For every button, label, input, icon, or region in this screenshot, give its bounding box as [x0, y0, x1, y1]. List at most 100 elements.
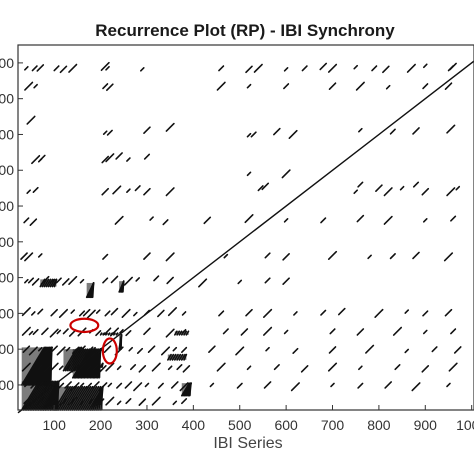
recurrence-point [218, 310, 225, 317]
recurrence-point [78, 345, 86, 353]
recurrence-point [24, 278, 29, 284]
recurrence-point [356, 328, 365, 336]
recurrence-cluster [118, 280, 125, 293]
recurrence-point [114, 215, 124, 225]
recurrence-point [31, 278, 40, 286]
recurrence-point [404, 309, 410, 314]
recurrence-point [21, 307, 31, 317]
recurrence-point [328, 346, 337, 354]
recurrence-point [399, 185, 405, 191]
recurrence-point [79, 400, 85, 406]
recurrence-point [246, 171, 252, 177]
recurrence-point [72, 347, 79, 355]
recurrence-point [24, 81, 34, 91]
recurrence-point [33, 83, 38, 89]
recurrence-point [392, 326, 403, 336]
recurrence-point [64, 381, 72, 389]
recurrence-point [30, 382, 37, 389]
x-tick-label: 200 [89, 417, 113, 433]
highlight-ellipse [69, 317, 100, 334]
recurrence-point [246, 132, 252, 138]
recurrence-point [448, 362, 458, 372]
recurrence-point [358, 365, 363, 371]
recurrence-point [112, 185, 122, 195]
recurrence-point [446, 187, 456, 197]
y-tick-label: 200 [0, 341, 14, 357]
recurrence-point [32, 328, 39, 336]
recurrence-point [35, 396, 45, 406]
recurrence-point [411, 382, 421, 392]
recurrence-point [59, 398, 68, 406]
recurrence-point [301, 65, 308, 72]
recurrence-point [450, 215, 457, 222]
recurrence-point [273, 127, 281, 136]
recurrence-point [37, 346, 43, 352]
recurrence-point [125, 398, 132, 405]
recurrence-point [449, 62, 457, 71]
recurrence-point [101, 187, 110, 196]
recurrence-point [138, 398, 147, 406]
recurrence-point [281, 169, 291, 179]
recurrence-point [106, 83, 114, 92]
recurrence-point [24, 382, 29, 388]
recurrence-point [58, 365, 64, 371]
recurrence-point [160, 346, 171, 356]
plot-frame [17, 44, 474, 411]
recurrence-point [263, 381, 272, 389]
recurrence-point [29, 218, 38, 226]
x-axis-ticks: 100 200 300 400 500 600 700 800 900 1000 [43, 405, 474, 433]
recurrence-point [385, 84, 391, 90]
recurrence-point [455, 185, 461, 191]
recurrence-point [240, 328, 249, 336]
recurrence-point [357, 181, 364, 188]
recurrence-point [110, 307, 119, 316]
recurrence-point [181, 346, 188, 353]
recurrence-point [283, 218, 289, 223]
recurrence-point [153, 275, 160, 282]
recurrence-point [134, 185, 141, 192]
recurrence-point [450, 328, 457, 335]
recurrence-point [31, 365, 36, 371]
recurrence-point [143, 252, 151, 260]
recurrence-point [126, 157, 131, 162]
recurrence-point [292, 347, 299, 355]
cluster-fill [119, 334, 122, 350]
recurrence-cluster [99, 362, 104, 368]
recurrence-point [218, 65, 225, 72]
recurrence-point [124, 381, 133, 389]
recurrence-point [27, 277, 35, 284]
recurrence-point [453, 346, 462, 354]
recurrence-point [28, 346, 38, 356]
recurrence-point [36, 64, 45, 72]
recurrence-point [389, 253, 396, 260]
recurrence-point [140, 67, 145, 72]
recurrence-point [151, 362, 161, 372]
recurrence-point [65, 346, 71, 352]
recurrence-point [24, 252, 34, 262]
recurrence-point [165, 328, 175, 338]
recurrence-point [353, 189, 359, 195]
recurrence-point [53, 65, 60, 72]
recurrence-cluster [99, 332, 120, 336]
cluster-fill [86, 282, 94, 298]
recurrence-point [328, 82, 337, 90]
recurrence-point [167, 365, 173, 371]
recurrence-cluster [39, 278, 58, 288]
recurrence-point [422, 63, 428, 69]
recurrence-point [103, 327, 112, 336]
recurrence-point [216, 81, 226, 91]
recurrence-point [44, 400, 50, 406]
recurrence-point [50, 308, 58, 317]
recurrence-point [151, 396, 161, 406]
recurrence-point [116, 400, 122, 406]
recurrence-point [389, 128, 396, 135]
y-tick-label: 900 [0, 91, 14, 107]
recurrence-point [105, 362, 115, 372]
x-tick-label: 800 [367, 417, 391, 433]
recurrence-point [172, 400, 178, 406]
highlight-ellipse [101, 337, 118, 365]
recurrence-point [181, 398, 188, 405]
recurrence-point [116, 382, 123, 389]
recurrence-point [138, 365, 147, 373]
recurrence-point [446, 124, 456, 134]
